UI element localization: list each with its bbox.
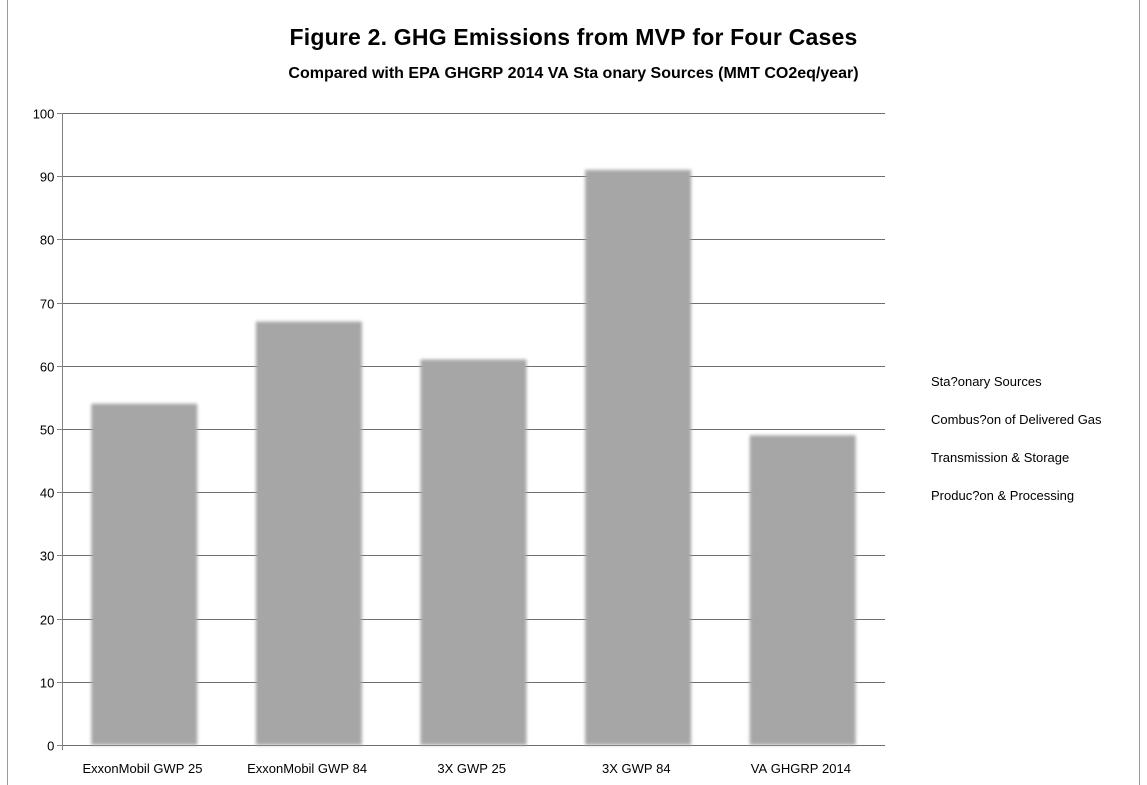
- y-tick-label: 60: [40, 360, 58, 375]
- y-tick-label: 50: [40, 423, 58, 438]
- y-tick-label: 100: [33, 107, 58, 122]
- chart-frame: [7, 0, 1140, 785]
- axes: 0 10 20 30 40 50 60 70 80 90 100 ExxonMo…: [33, 107, 855, 777]
- legend-item: Produc?on & Processing: [931, 488, 1078, 503]
- bars: [91, 169, 856, 745]
- bar: [749, 435, 856, 745]
- x-tick-label: ExxonMobil GWP 84: [247, 761, 371, 776]
- y-tick-label: 20: [40, 613, 58, 628]
- y-tick-label: 70: [40, 297, 58, 312]
- legend: Sta?onary Sources Combus?on of Delivered…: [931, 374, 1105, 526]
- y-tick-label: 10: [40, 676, 58, 691]
- legend-item: Combus?on of Delivered Gas: [931, 412, 1106, 427]
- legend-item: Transmission & Storage: [931, 450, 1073, 465]
- y-tick-label: 40: [40, 486, 58, 501]
- legend-item: Sta?onary Sources: [931, 374, 1046, 389]
- x-tick-label: ExxonMobil GWP 25: [83, 761, 207, 776]
- chart-subtitle: Compared with EPA GHGRP 2014 VA Sta onar…: [288, 65, 859, 82]
- bar: [255, 321, 362, 745]
- x-tick-label: 3X GWP 84: [602, 761, 674, 776]
- x-tick-label: VA GHGRP 2014: [751, 761, 855, 776]
- bar: [91, 403, 198, 745]
- x-tick-label: 3X GWP 25: [437, 761, 509, 776]
- y-tick-label: 0: [47, 739, 58, 754]
- bar: [585, 169, 692, 745]
- y-tick-label: 90: [40, 170, 58, 185]
- y-tick-label: 80: [40, 233, 58, 248]
- y-tick-label: 30: [40, 549, 58, 564]
- bar: [420, 359, 527, 745]
- chart-title: Figure 2. GHG Emissions from MVP for Fou…: [289, 24, 858, 50]
